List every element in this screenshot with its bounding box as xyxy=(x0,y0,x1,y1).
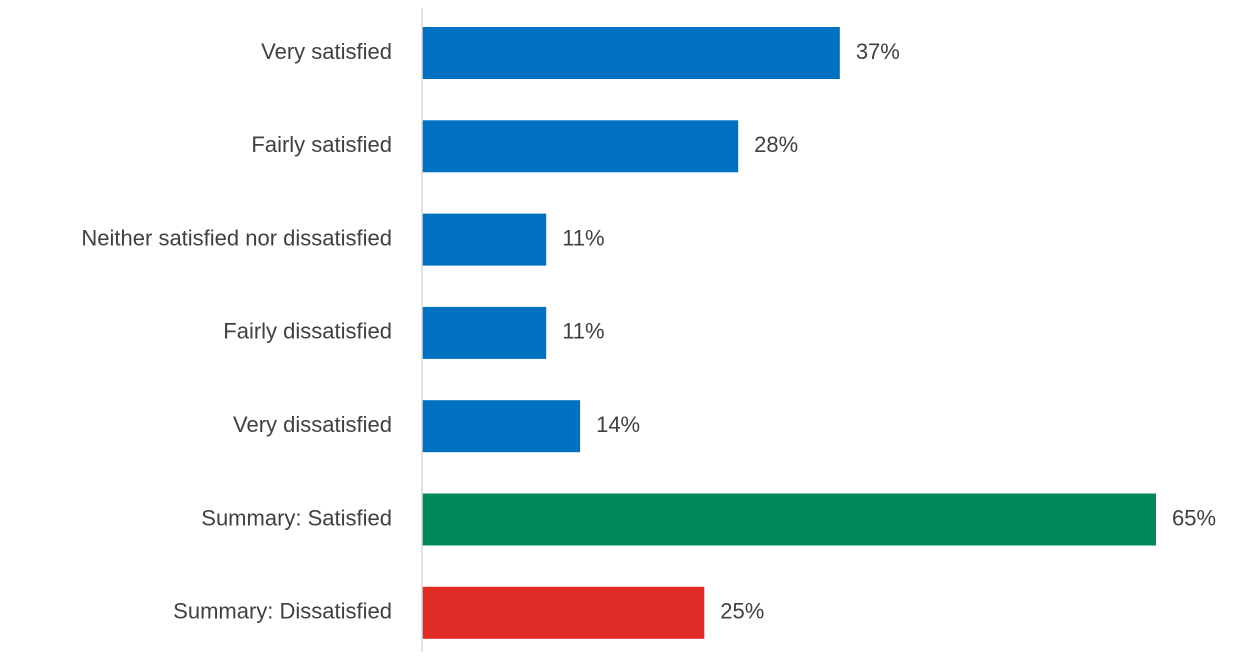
bar-very-satisfied xyxy=(422,27,840,79)
bar-fairly-dissatisfied xyxy=(422,306,547,359)
category-label-neither-satisfied-nor-dissatisfied: Neither satisfied nor dissatisfied xyxy=(81,225,392,250)
bar-neither-satisfied-nor-dissatisfied xyxy=(422,213,547,266)
data-label-fairly-satisfied: 28% xyxy=(754,132,798,157)
bars-layer xyxy=(422,27,1156,639)
category-label-summary-satisfied: Summary: Satisfied xyxy=(201,505,392,530)
bar-summary-satisfied xyxy=(422,493,1156,546)
category-label-very-dissatisfied: Very dissatisfied xyxy=(233,412,392,437)
bar-summary-dissatisfied xyxy=(422,586,705,639)
bar-fairly-satisfied xyxy=(422,120,739,173)
data-label-very-satisfied: 37% xyxy=(856,39,900,64)
category-labels-layer: Very satisfied Fairly satisfied Neither sa… xyxy=(81,39,392,624)
data-label-very-dissatisfied: 14% xyxy=(596,412,640,437)
category-label-very-satisfied: Very satisfied xyxy=(261,39,392,64)
data-label-summary-dissatisfied: 25% xyxy=(720,599,764,624)
data-labels-layer: 37% 28% 11% 11% 14% 65% 25% xyxy=(562,39,1216,624)
data-label-summary-satisfied: 65% xyxy=(1172,505,1216,530)
category-label-fairly-dissatisfied: Fairly dissatisfied xyxy=(223,319,392,344)
data-label-neither-satisfied-nor-dissatisfied: 11% xyxy=(562,225,604,250)
bar-very-dissatisfied xyxy=(422,400,581,453)
data-label-fairly-dissatisfied: 11% xyxy=(562,319,604,344)
category-label-fairly-satisfied: Fairly satisfied xyxy=(251,132,392,157)
category-label-summary-dissatisfied: Summary: Dissatisfied xyxy=(173,599,392,624)
